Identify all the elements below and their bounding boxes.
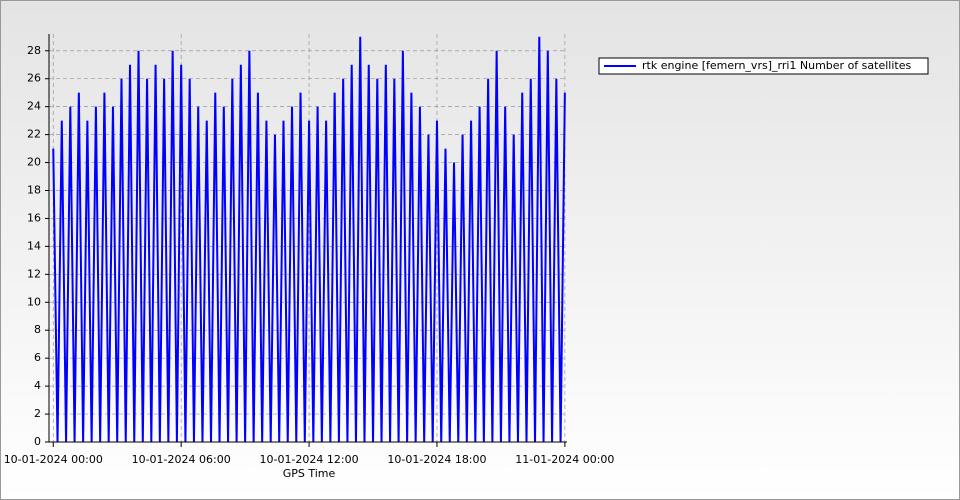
y-tick-label: 12 [27, 267, 41, 280]
series-line [52, 36, 566, 443]
y-tick-label: 6 [34, 351, 41, 364]
y-tick-label: 10 [27, 295, 41, 308]
y-tick-label: 2 [34, 407, 41, 420]
y-tick-label: 24 [27, 100, 41, 113]
x-tick-label: 10-01-2024 06:00 [132, 453, 231, 466]
y-tick-label: 16 [27, 211, 41, 224]
legend-box [598, 57, 929, 75]
x-tick-label: 10-01-2024 12:00 [260, 453, 359, 466]
x-tick-label: 10-01-2024 00:00 [4, 453, 103, 466]
y-tick-label: 8 [34, 323, 41, 336]
legend-label: rtk engine [femern_vrs]_rri1 Number of s… [642, 59, 911, 72]
y-tick-label: 20 [27, 156, 41, 169]
y-tick-label: 14 [27, 239, 41, 252]
x-axis-label: GPS Time [283, 467, 336, 480]
y-tick-label: 18 [27, 183, 41, 196]
y-tick-label: 26 [27, 72, 41, 85]
y-tick-label: 22 [27, 128, 41, 141]
x-tick-label: 11-01-2024 00:00 [515, 453, 614, 466]
y-tick-label: 28 [27, 44, 41, 57]
y-tick-label: 4 [34, 379, 41, 392]
x-tick-label: 10-01-2024 18:00 [387, 453, 486, 466]
y-tick-label: 0 [34, 435, 41, 448]
